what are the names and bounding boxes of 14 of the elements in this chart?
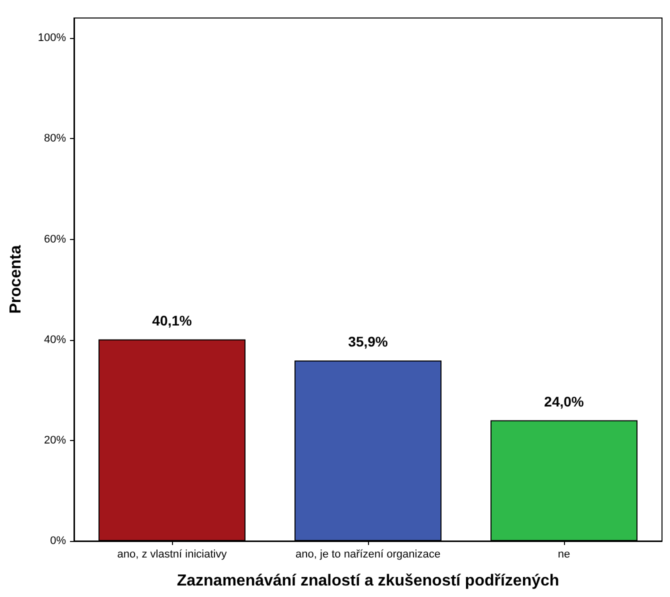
x-tick-label: ne	[558, 548, 570, 560]
y-axis-title: Procenta	[8, 245, 24, 314]
y-tick-label: 60%	[44, 233, 66, 246]
x-tick-label: ano, je to nařízení organizace	[296, 548, 440, 560]
x-axis-title: Zaznamenávání znalostí a zkušeností podřízených	[176, 572, 560, 590]
data-label: 40,1%	[152, 312, 192, 328]
y-tick-label: 0%	[50, 535, 66, 547]
y-tick-label: 100%	[38, 32, 66, 44]
y-tick-label: 40%	[44, 334, 66, 346]
y-tick-label: 80%	[44, 132, 66, 145]
x-tick-label: ano, z vlastní iniciativy	[117, 548, 228, 560]
data-label: 24,0%	[544, 393, 584, 410]
data-label: 35,9%	[348, 333, 388, 350]
y-tick-label: 20%	[44, 434, 66, 446]
